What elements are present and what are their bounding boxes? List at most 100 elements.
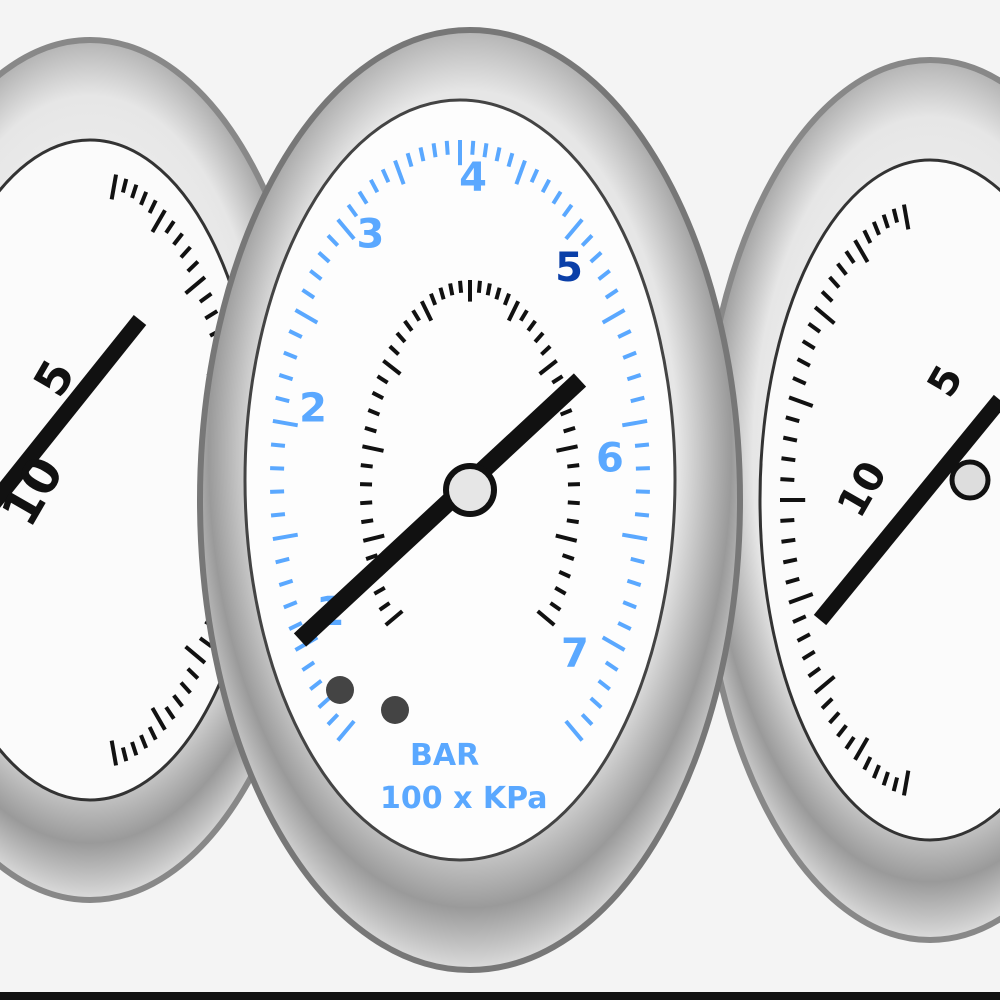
scale-tick: [801, 339, 816, 351]
scale-tick: [556, 444, 579, 453]
scale-tick: [326, 713, 340, 726]
scale-tick: [617, 621, 632, 631]
center-gauge: 1234567 BAR 100 x KPa: [197, 27, 743, 973]
scale-tick: [533, 331, 545, 344]
scale-tick: [601, 308, 626, 325]
scale-tick: [147, 199, 158, 214]
scale-tick: [164, 220, 176, 235]
scale-tick: [360, 463, 373, 469]
scale-tick: [494, 147, 502, 162]
scale-tick: [540, 344, 552, 356]
scale-tick: [621, 418, 648, 428]
scale-tick: [278, 373, 294, 382]
scale-tick: [566, 518, 580, 525]
scale-tick: [336, 218, 356, 241]
screw-icon: [326, 676, 354, 704]
scale-tick: [403, 319, 414, 332]
left-needle: [0, 315, 147, 508]
scale-tick: [109, 740, 119, 766]
scale-tick: [564, 218, 584, 241]
scale-tick: [597, 679, 611, 691]
scale-tick: [485, 283, 492, 296]
scale-tick: [373, 586, 386, 596]
scale-tick: [563, 425, 576, 434]
scale-tick: [561, 553, 575, 561]
scale-tick: [376, 374, 389, 385]
scale-tick: [836, 724, 848, 738]
scale-tick: [828, 275, 841, 289]
scale-tick: [792, 376, 807, 386]
scale-tick: [881, 771, 890, 786]
center-scale-ticks: [270, 140, 650, 742]
scale-tick: [431, 143, 438, 158]
scale-tick: [801, 649, 816, 661]
scale-tick: [506, 300, 521, 322]
scale-tick: [120, 178, 129, 193]
scale-tick: [130, 741, 139, 756]
scale-tick: [186, 667, 200, 680]
scale-tick: [561, 203, 574, 218]
scale-tick: [558, 569, 572, 579]
scale-tick: [179, 245, 192, 259]
right-needle-hub: [949, 459, 991, 501]
scale-tick: [382, 359, 402, 376]
scale-tick: [482, 143, 489, 158]
bottom-border: [0, 992, 1000, 1000]
right-gauge: 10 5: [697, 57, 1000, 943]
scale-tick: [147, 726, 158, 741]
scale-tick: [150, 209, 167, 234]
scale-tick: [630, 395, 645, 404]
scale-tick: [367, 408, 381, 417]
scale-tick: [164, 705, 176, 720]
scale-tick: [551, 374, 564, 385]
scale-tick: [186, 260, 200, 273]
scale-tick: [380, 168, 391, 183]
scale-tick: [862, 756, 873, 771]
scale-tick: [130, 184, 139, 199]
scale-tick: [150, 706, 167, 731]
scale-tick: [536, 609, 556, 627]
scale-tick: [844, 250, 856, 265]
scale-tick: [891, 777, 900, 792]
scale-tick: [788, 592, 814, 605]
scale-tick: [862, 229, 873, 244]
scale-tick: [362, 533, 385, 543]
scale-tick: [555, 533, 578, 543]
scale-tick: [275, 395, 290, 404]
scale-number: 7: [561, 630, 589, 676]
scale-tick: [204, 309, 219, 321]
scale-tick: [567, 463, 580, 469]
scale-tick: [275, 556, 290, 565]
scale-tick: [626, 373, 642, 382]
scale-tick: [172, 694, 184, 708]
right-scale-ticks: [780, 204, 911, 796]
scale-tick: [317, 251, 331, 264]
center-scale-numbers: 1234567: [299, 155, 624, 676]
scale-tick: [360, 500, 373, 506]
scale-tick: [476, 280, 482, 293]
scale-tick: [881, 214, 890, 229]
scale-number: 5: [555, 245, 583, 291]
scale-tick: [781, 537, 796, 544]
scale-tick: [820, 697, 834, 710]
scale-tick: [184, 645, 207, 665]
scale-tick: [796, 357, 811, 368]
scale-tick: [179, 681, 192, 695]
scale-tick: [317, 696, 331, 709]
scale-tick: [549, 601, 562, 612]
screw-icon: [381, 696, 409, 724]
unit-bar-label: BAR: [410, 738, 479, 773]
scale-tick: [828, 711, 841, 725]
scale-tick: [634, 512, 650, 518]
scale-tick: [360, 518, 374, 525]
scale-tick: [785, 415, 800, 424]
scale-tick: [589, 251, 603, 264]
scale-tick: [792, 614, 807, 624]
scale-tick: [120, 747, 129, 762]
scale-tick: [788, 395, 814, 408]
scale-tick: [109, 174, 119, 200]
scale-tick: [529, 168, 540, 183]
scale-number: 3: [357, 211, 385, 257]
